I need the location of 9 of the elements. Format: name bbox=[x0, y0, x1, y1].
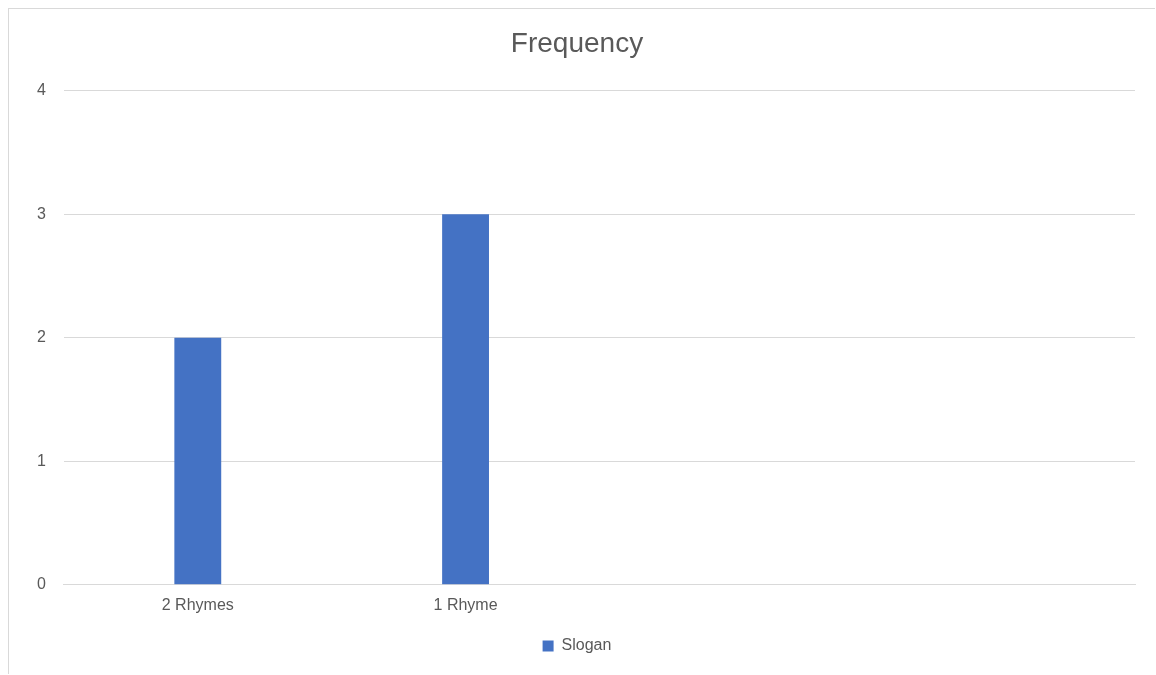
y-tick-label: 3 bbox=[36, 204, 46, 222]
y-tick-label: 1 bbox=[36, 451, 46, 469]
x-tick-label: 2 Rhymes bbox=[161, 595, 234, 613]
x-tick-label: 1 Rhyme bbox=[433, 595, 498, 613]
legend-label: Slogan bbox=[561, 636, 612, 654]
y-tick-label: 2 bbox=[36, 328, 46, 346]
y-tick-label: 4 bbox=[36, 81, 46, 99]
chart-title: Frequency bbox=[510, 26, 644, 58]
y-tick-label: 0 bbox=[36, 575, 46, 593]
